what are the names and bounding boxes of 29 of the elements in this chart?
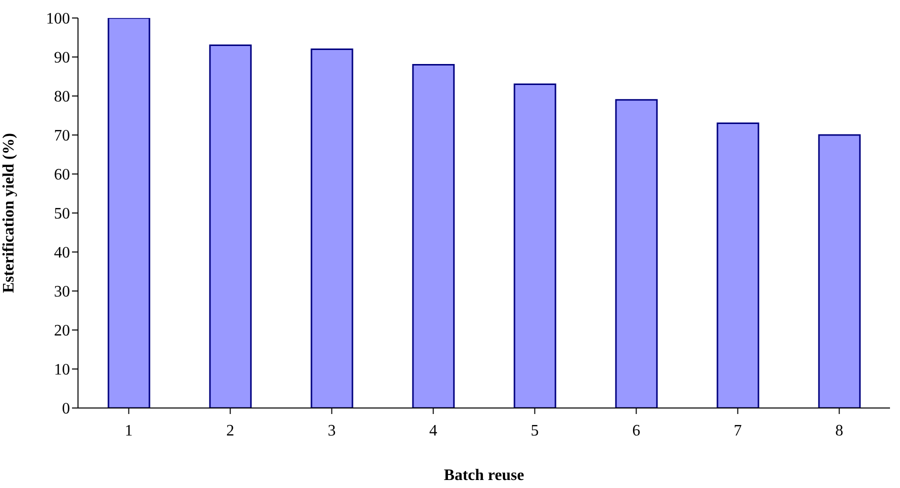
x-tick-label: 7 [734, 422, 742, 440]
y-tick-label: 50 [54, 206, 70, 223]
y-tick-label: 20 [54, 322, 70, 340]
bar [412, 64, 455, 408]
x-tick-label: 2 [226, 422, 234, 440]
x-tick-label: 1 [124, 422, 133, 440]
y-tick-label: 40 [54, 244, 70, 262]
y-tick-label: 60 [54, 166, 70, 184]
x-tick-label: 5 [530, 422, 539, 440]
bar [615, 99, 658, 408]
y-tick-label: 0 [62, 400, 70, 418]
x-axis-title: Batch reuse [444, 467, 524, 484]
bar [716, 122, 760, 408]
x-tick-label: 6 [632, 422, 640, 440]
bar [514, 84, 556, 408]
y-tick-label: 100 [46, 10, 70, 28]
bar [108, 18, 150, 408]
bar [310, 48, 354, 408]
y-tick-label: 80 [54, 88, 70, 106]
bar [818, 134, 861, 408]
bar [209, 44, 252, 408]
y-tick-label: 30 [54, 284, 70, 301]
x-tick-label: 4 [429, 422, 438, 440]
x-tick-label: 3 [328, 422, 336, 440]
y-axis-title: Esterification yield (%) [0, 133, 18, 293]
x-tick-label: 8 [835, 422, 844, 440]
y-tick-label: 90 [54, 50, 70, 67]
y-tick-label: 10 [54, 362, 70, 379]
y-tick-label: 70 [54, 128, 70, 145]
